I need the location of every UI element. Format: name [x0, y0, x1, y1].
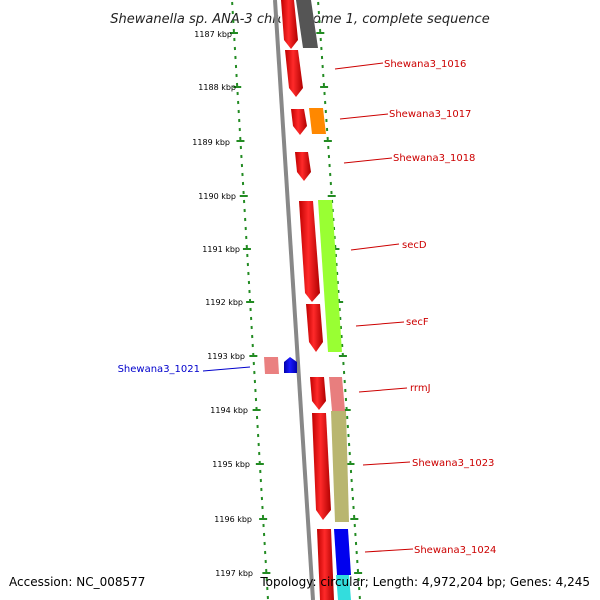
topology-text: Topology: circular; Length: 4,972,204 bp… — [260, 575, 590, 589]
backbone-line — [273, 0, 315, 600]
cds-arrow — [285, 50, 303, 97]
gene-label-shewana3-1023: Shewana3_1023 — [412, 458, 494, 469]
tick-label-1188: 1188 kbp — [198, 83, 236, 92]
gene-label-shewana3-1016: Shewana3_1016 — [384, 59, 466, 70]
tick-label-1191: 1191 kbp — [202, 245, 240, 254]
cds-arrow — [291, 109, 307, 135]
tick-label-1196: 1196 kbp — [214, 515, 252, 524]
tick-label-1194: 1194 kbp — [210, 406, 248, 415]
gene-labels: Shewana3_1016 Shewana3_1017 Shewana3_101… — [118, 59, 497, 556]
cds-track — [281, 0, 334, 600]
tick-label-1195: 1195 kbp — [212, 460, 250, 469]
tick-label-1190: 1190 kbp — [198, 192, 236, 201]
cds-arrow — [281, 0, 298, 49]
tick-label-1192: 1192 kbp — [205, 298, 243, 307]
cds-arrow — [310, 377, 326, 410]
tick-label-1187: 1187 kbp — [194, 30, 232, 39]
accession-text: Accession: NC_008577 — [9, 575, 146, 589]
gene-label-rrmj: rrmJ — [410, 383, 431, 394]
cog-track — [264, 0, 351, 600]
gene-label-secf: secF — [406, 317, 429, 328]
gene-label-shewana3-1024: Shewana3_1024 — [414, 545, 496, 556]
tick-rings — [229, 1, 363, 600]
cds-arrow — [295, 152, 311, 181]
tick-label-1193: 1193 kbp — [207, 352, 245, 361]
cds-arrow-reverse — [284, 357, 297, 373]
gene-label-secd: secD — [402, 240, 427, 251]
gene-label-shewana3-1017: Shewana3_1017 — [389, 109, 471, 120]
tick-label-1197: 1197 kbp — [215, 569, 253, 578]
gene-label-shewana3-1018: Shewana3_1018 — [393, 153, 475, 164]
gene-label-shewana3-1021: Shewana3_1021 — [118, 364, 200, 375]
cds-arrow — [317, 529, 334, 600]
cds-arrow — [306, 304, 323, 352]
cds-arrow — [312, 413, 331, 520]
tick-labels: 1187 kbp 1188 kbp 1189 kbp 1190 kbp 1191… — [192, 30, 253, 578]
tick-label-1189: 1189 kbp — [192, 138, 230, 147]
cds-arrow — [299, 201, 320, 302]
